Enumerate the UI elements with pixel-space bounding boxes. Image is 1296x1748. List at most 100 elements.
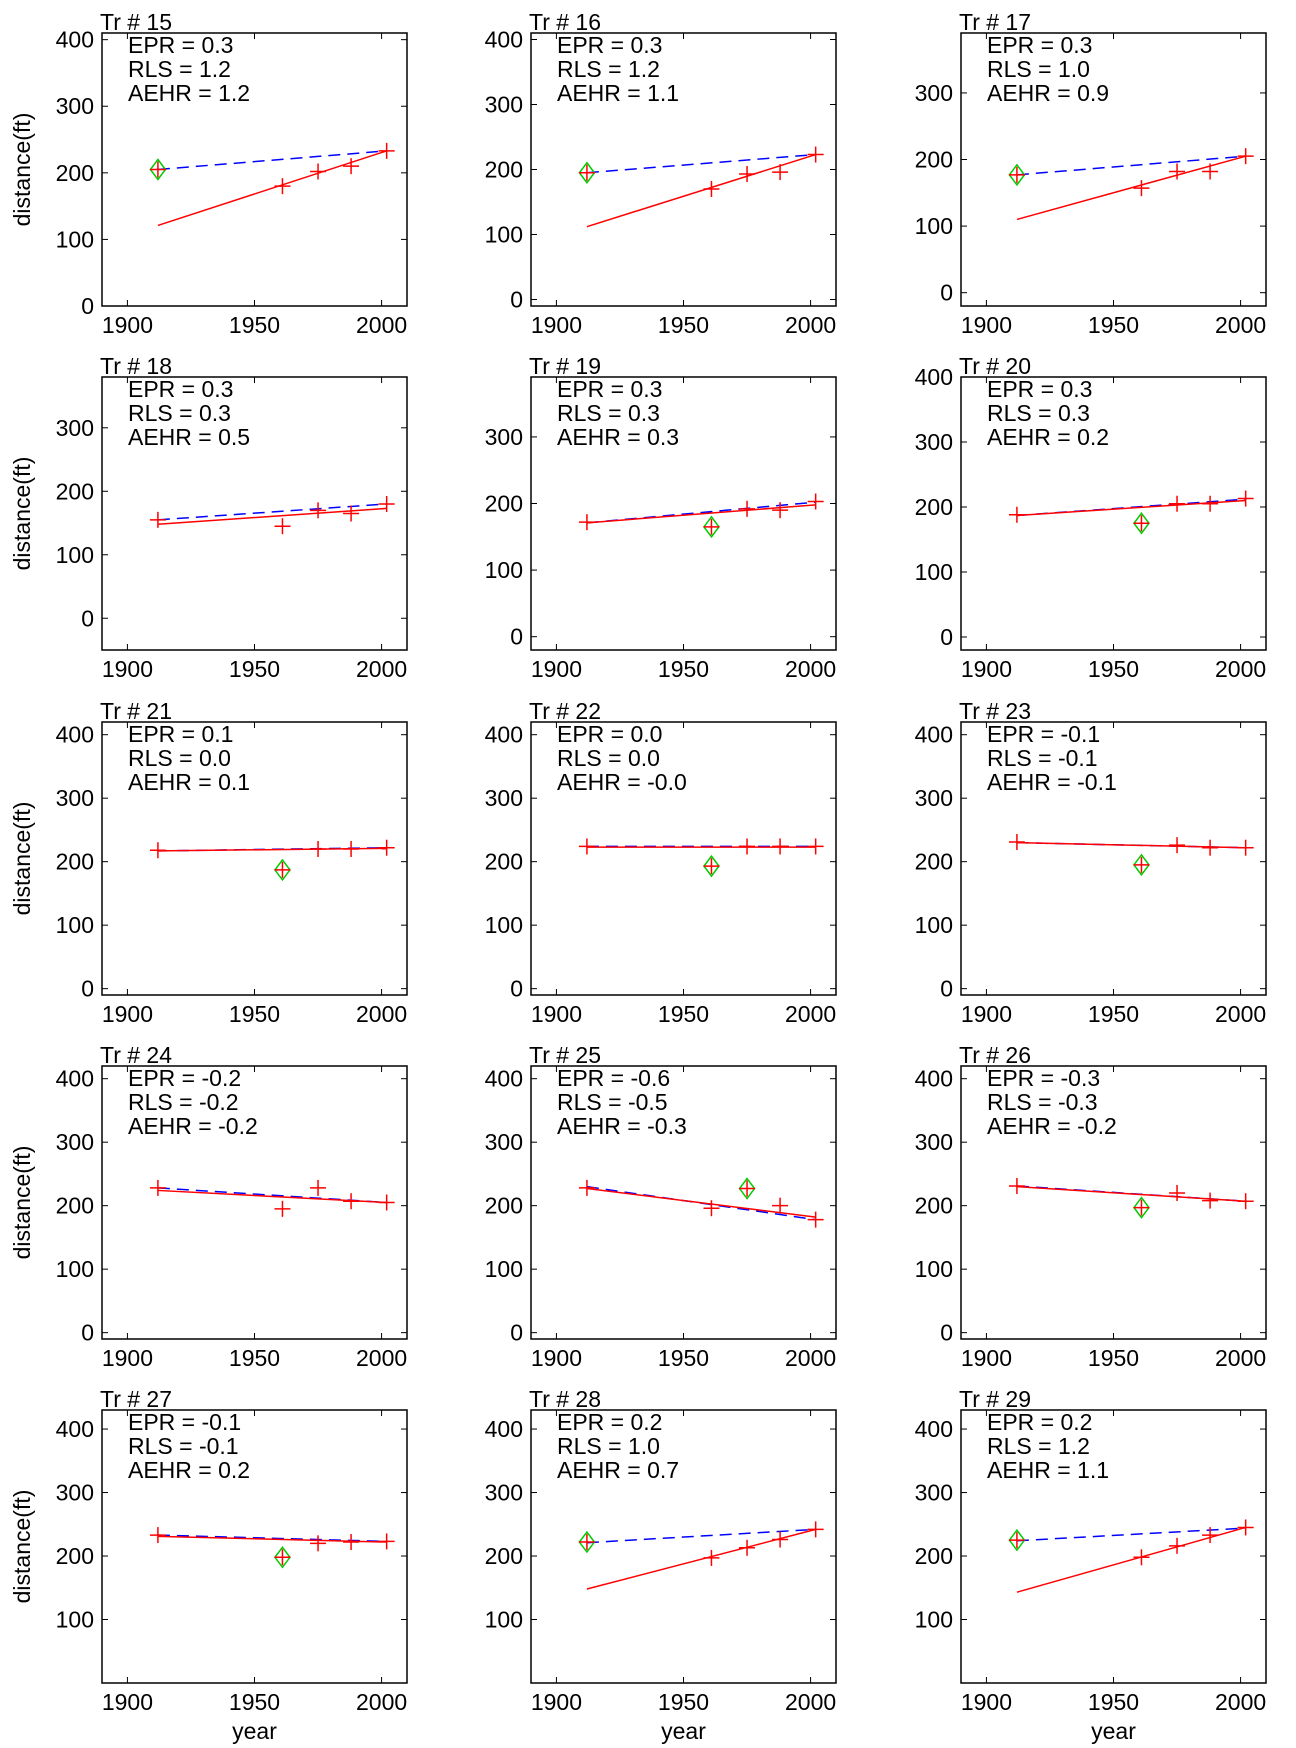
y-tick-label: 0 <box>81 605 94 631</box>
y-tick-label: 0 <box>510 624 523 650</box>
y-tick-label: 300 <box>485 92 523 118</box>
flagged-diamond-marker <box>149 158 167 181</box>
data-point-plus <box>378 495 395 512</box>
flagged-diamond-marker <box>578 1530 596 1554</box>
x-tick-label: 1900 <box>102 1345 153 1371</box>
stat-label: RLS = 0.0 <box>128 745 231 771</box>
chart-panel: Tr # 21 1900 1950 2000 0 100 200 300 400 EPR = 0.… <box>9 698 408 1027</box>
data-point-plus <box>274 861 291 878</box>
y-tick-label: 300 <box>56 1129 94 1155</box>
data-point-plus <box>1202 495 1219 512</box>
chart-panel: Tr # 23 1900 1950 2000 0 100 200 300 400 EPR = -0… <box>915 698 1267 1027</box>
x-tick-label: 1950 <box>1088 1345 1139 1371</box>
data-point-plus <box>1202 163 1219 180</box>
stat-label: RLS = -0.5 <box>557 1089 668 1115</box>
x-tick-label: 2000 <box>785 1345 836 1371</box>
data-point-plus <box>149 1527 166 1544</box>
y-tick-label: 200 <box>485 491 523 517</box>
x-tick-label: 1950 <box>658 1345 709 1371</box>
x-tick-label: 1950 <box>1088 1001 1139 1027</box>
dashed-fit-line <box>586 1528 816 1544</box>
y-axis-label: distance(ft) <box>9 1490 35 1604</box>
data-point-plus <box>1237 490 1254 507</box>
data-point-plus <box>343 158 360 175</box>
stat-label: AEHR = 1.2 <box>128 80 250 106</box>
y-tick-label: 100 <box>485 912 523 938</box>
chart-panel: Tr # 29 1900 1950 2000 100 200 300 400 EPR = 0.2… <box>915 1386 1267 1744</box>
x-tick-label: 1900 <box>531 1001 582 1027</box>
y-tick-label: 0 <box>510 976 523 1002</box>
x-tick-label: 1900 <box>961 312 1012 338</box>
data-point-plus <box>807 1211 824 1228</box>
data-point-plus <box>149 511 166 528</box>
data-point-plus <box>772 1531 789 1548</box>
panel-title: Tr # 29 <box>959 1386 1031 1412</box>
data-point-plus <box>807 838 824 855</box>
stat-label: AEHR = -0.2 <box>128 1113 258 1139</box>
solid-fit-line <box>586 153 816 228</box>
data-point-plus <box>703 858 720 875</box>
y-tick-label: 100 <box>56 912 94 938</box>
solid-fit-line <box>1016 841 1246 849</box>
panel-title: Tr # 20 <box>959 353 1031 379</box>
stat-label: EPR = 0.0 <box>557 721 662 747</box>
x-tick-label: 1900 <box>102 656 153 682</box>
chart-panel: Tr # 16 1900 1950 2000 0 100 200 300 400 EPR = 0.… <box>485 9 837 338</box>
y-tick-label: 300 <box>915 1129 953 1155</box>
y-tick-label: 0 <box>81 293 94 319</box>
x-tick-label: 2000 <box>785 1001 836 1027</box>
y-tick-label: 100 <box>485 1607 523 1633</box>
y-tick-label: 400 <box>56 1066 94 1092</box>
y-tick-label: 0 <box>940 976 953 1002</box>
solid-fit-line <box>586 1528 816 1590</box>
data-point-plus <box>310 840 327 857</box>
chart-panel: Tr # 27 1900 1950 2000 100 200 300 400 EPR = -0.… <box>9 1386 408 1744</box>
chart-panel: Tr # 17 1900 1950 2000 0 100 200 300 EPR = 0.3RL… <box>915 9 1267 338</box>
panel-title: Tr # 18 <box>100 353 172 379</box>
flagged-diamond-marker <box>274 1546 291 1569</box>
chart-panel: Tr # 19 1900 1950 2000 0 100 200 300 EPR = 0.3RL… <box>485 353 837 682</box>
x-tick-label: 2000 <box>1215 312 1266 338</box>
stat-label: AEHR = 1.1 <box>987 1457 1109 1483</box>
y-tick-label: 300 <box>915 80 953 106</box>
x-tick-label: 2000 <box>785 1689 836 1715</box>
y-tick-label: 0 <box>940 624 953 650</box>
data-point-plus <box>1169 495 1186 512</box>
dashed-fit-line <box>586 153 816 174</box>
x-tick-label: 1900 <box>531 1689 582 1715</box>
y-tick-label: 300 <box>56 1480 94 1506</box>
y-tick-label: 100 <box>915 1607 953 1633</box>
data-point-plus <box>310 163 327 180</box>
y-tick-label: 200 <box>56 1543 94 1569</box>
chart-panel: Tr # 22 1900 1950 2000 0 100 200 300 400 EPR = 0.… <box>485 698 837 1027</box>
data-point-plus <box>1237 1519 1254 1536</box>
y-tick-label: 300 <box>915 429 953 455</box>
dashed-fit-line <box>1016 1527 1246 1542</box>
data-point-plus <box>378 142 395 159</box>
data-point-plus <box>274 1200 291 1217</box>
stat-label: RLS = 0.3 <box>987 400 1090 426</box>
solid-fit-line <box>1016 1526 1246 1593</box>
y-tick-label: 0 <box>81 1320 94 1346</box>
stat-label: AEHR = 0.5 <box>128 424 250 450</box>
data-point-plus <box>1008 1177 1025 1194</box>
x-tick-label: 1950 <box>229 1689 280 1715</box>
y-tick-label: 300 <box>56 93 94 119</box>
y-tick-label: 400 <box>56 722 94 748</box>
dashed-fit-line <box>157 503 387 521</box>
x-tick-label: 1900 <box>961 656 1012 682</box>
chart-panel: Tr # 18 1900 1950 2000 0 100 200 300 EPR = 0.3RL… <box>9 353 408 682</box>
y-axis-label: distance(ft) <box>9 457 35 571</box>
stat-label: AEHR = -0.2 <box>987 1113 1117 1139</box>
panel-title: Tr # 23 <box>959 698 1031 724</box>
stat-label: AEHR = -0.1 <box>987 769 1117 795</box>
y-tick-label: 300 <box>56 785 94 811</box>
solid-fit-line <box>1016 499 1246 517</box>
stat-label: AEHR = 0.9 <box>987 80 1109 106</box>
chart-panel: Tr # 26 1900 1950 2000 0 100 200 300 400 EPR = -0… <box>915 1042 1267 1371</box>
y-tick-label: 400 <box>56 27 94 53</box>
solid-fit-line <box>157 507 387 526</box>
stat-label: EPR = 0.3 <box>128 376 233 402</box>
y-tick-label: 300 <box>485 1480 523 1506</box>
data-point-plus <box>772 1197 789 1214</box>
